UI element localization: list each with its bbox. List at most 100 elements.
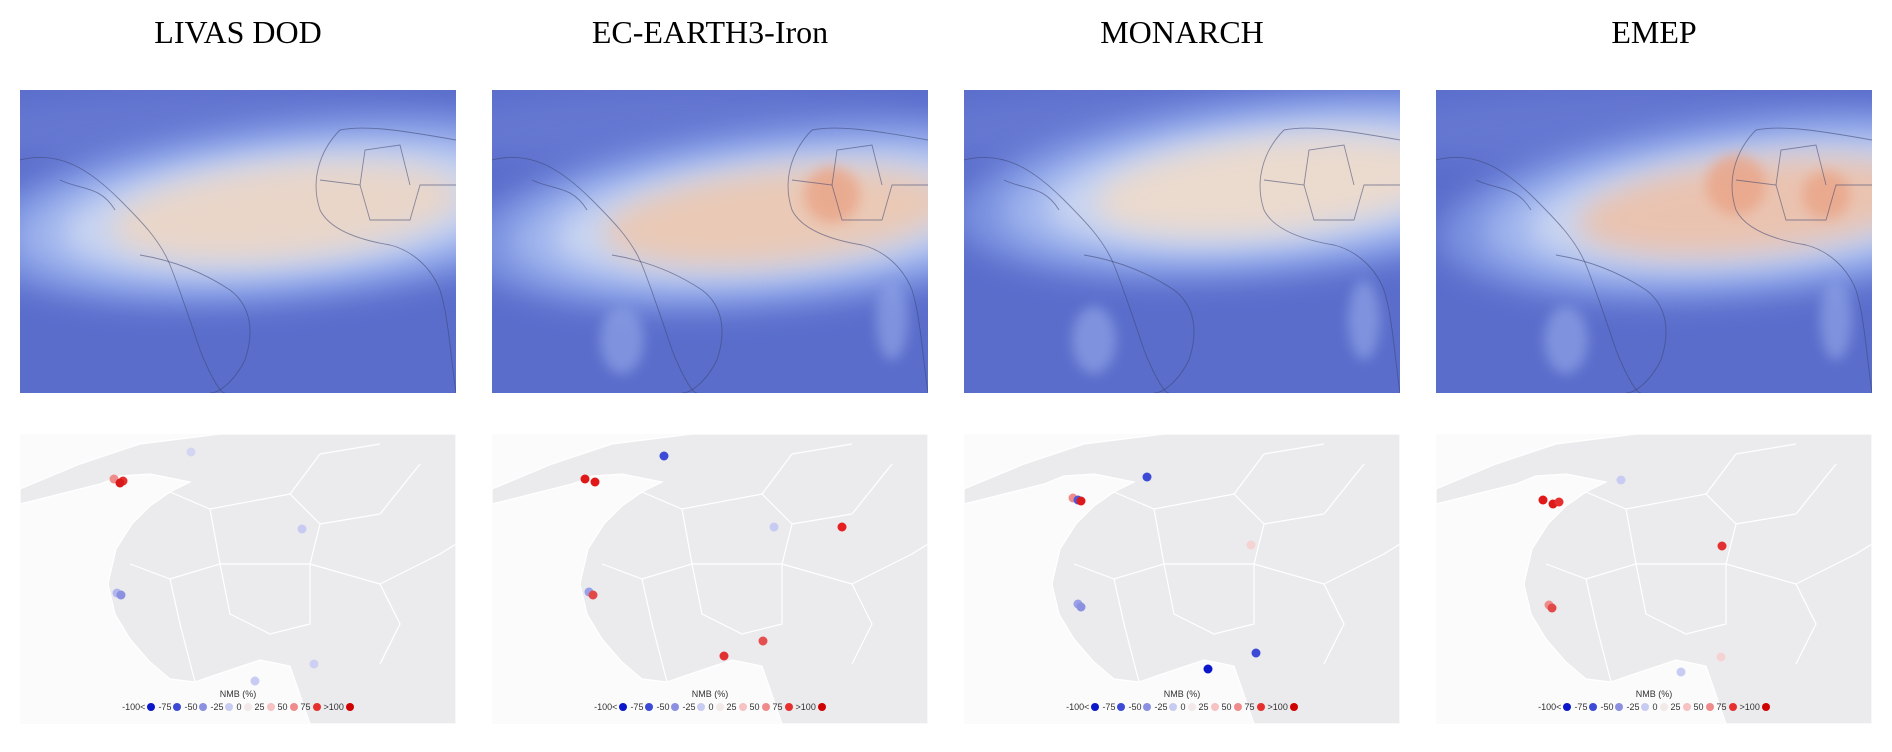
legend-label: 50 [277, 702, 288, 712]
legend-item: >100 [796, 702, 826, 712]
site-marker [115, 478, 125, 488]
site-marker [250, 676, 260, 686]
legend-label: >100 [323, 702, 344, 712]
legend-dot [1289, 703, 1298, 711]
legend-dot [1659, 703, 1668, 711]
legend-label: -50 [1128, 702, 1142, 712]
legend-item: -25 [682, 702, 706, 712]
legend-item: 0 [708, 702, 724, 712]
legend-dot [761, 703, 770, 711]
site-marker [588, 590, 598, 600]
legend-dot [1589, 703, 1598, 711]
legend-label: 75 [1716, 702, 1727, 712]
legend-item: -50 [184, 702, 208, 712]
legend-label: -25 [210, 702, 224, 712]
dust-optical-depth-map [964, 90, 1400, 393]
legend-label: -50 [184, 702, 198, 712]
panel-3: MONARCH NMB (%) -100< -75 -50 -25 0 25 50 75 >100 [964, 0, 1400, 752]
nmb-site-map: NMB (%) -100< -75 -50 -25 0 25 50 75 >100 [964, 434, 1400, 724]
legend-label: >100 [1267, 702, 1288, 712]
legend-item: >100 [1740, 702, 1770, 712]
site-marker [590, 477, 600, 487]
legend-label: -75 [158, 702, 172, 712]
legend-label: 75 [772, 702, 783, 712]
legend-dot [697, 703, 706, 711]
legend-item: -50 [1128, 702, 1152, 712]
legend-dot [1705, 703, 1714, 711]
legend-label: -100< [122, 702, 146, 712]
legend-item: -100< [1066, 702, 1100, 712]
legend-item: 25 [727, 702, 747, 712]
legend-dot [312, 703, 321, 711]
nmb-legend: NMB (%) -100< -75 -50 -25 0 25 50 75 >100 [492, 689, 928, 712]
legend-label: -75 [1102, 702, 1116, 712]
site-marker [758, 636, 768, 646]
legend-label: 25 [1670, 702, 1681, 712]
legend-dot [1187, 703, 1196, 711]
panel-title: LIVAS DOD [154, 14, 322, 50]
legend-dot [1233, 703, 1242, 711]
panel-2: EC-EARTH3-Iron NMB (%) -100< -75 -50 -25 0 25 50… [492, 0, 928, 752]
legend-dot [1761, 703, 1770, 711]
legend-title: NMB (%) [1163, 689, 1201, 699]
legend-label: 0 [236, 702, 242, 712]
legend-dot [738, 703, 747, 711]
nmb-legend: NMB (%) -100< -75 -50 -25 0 25 50 75 >100 [964, 689, 1400, 712]
site-marker [116, 590, 126, 600]
legend-item: 50 [278, 702, 298, 712]
legend-dot [715, 703, 724, 711]
legend-dot [1641, 703, 1650, 711]
legend-dot [199, 703, 208, 711]
panel-title: MONARCH [1100, 14, 1264, 50]
legend-item: -75 [1574, 702, 1598, 712]
nmb-site-map: NMB (%) -100< -75 -50 -25 0 25 50 75 >100 [492, 434, 928, 724]
site-marker [309, 659, 319, 669]
legend-item: 75 [1245, 702, 1265, 712]
site-marker [837, 522, 847, 532]
site-marker [1246, 540, 1256, 550]
site-marker [1616, 475, 1626, 485]
legend-label: 75 [300, 702, 311, 712]
legend-item: -75 [158, 702, 182, 712]
site-marker [1251, 648, 1261, 658]
legend-item: 75 [1717, 702, 1737, 712]
legend-dot [1117, 703, 1126, 711]
legend-dot [1256, 703, 1265, 711]
site-marker [769, 522, 779, 532]
legend-label: 0 [708, 702, 714, 712]
site-marker [659, 451, 669, 461]
dust-optical-depth-map [492, 90, 928, 393]
site-marker [1203, 664, 1213, 674]
legend-dot [817, 703, 826, 711]
dust-optical-depth-map [1436, 90, 1872, 393]
legend-dot [1728, 703, 1737, 711]
legend-dot [243, 703, 252, 711]
legend-dot [289, 703, 298, 711]
site-marker [580, 474, 590, 484]
site-marker [186, 447, 196, 457]
nmb-site-map: NMB (%) -100< -75 -50 -25 0 25 50 75 >100 [1436, 434, 1872, 724]
legend-label: -100< [1066, 702, 1090, 712]
legend-dot [1563, 703, 1572, 711]
legend-dot [671, 703, 680, 711]
legend-label: 50 [1693, 702, 1704, 712]
legend-label: -100< [594, 702, 618, 712]
legend-title: NMB (%) [691, 689, 729, 699]
legend-label: >100 [1739, 702, 1760, 712]
legend-item: -100< [594, 702, 628, 712]
legend-label: 50 [1221, 702, 1232, 712]
legend-dot [1682, 703, 1691, 711]
panel-title: EMEP [1611, 14, 1697, 50]
legend-dot [645, 703, 654, 711]
legend-dot [173, 703, 182, 711]
legend-dot [1210, 703, 1219, 711]
legend-dot [1143, 703, 1152, 711]
legend-item: 50 [1694, 702, 1714, 712]
legend-item: >100 [1268, 702, 1298, 712]
nmb-legend: NMB (%) -100< -75 -50 -25 0 25 50 75 >100 [20, 689, 456, 712]
legend-label: -25 [682, 702, 696, 712]
site-marker [1076, 496, 1086, 506]
site-marker [1142, 472, 1152, 482]
legend-label: -25 [1154, 702, 1168, 712]
legend-dot [225, 703, 234, 711]
